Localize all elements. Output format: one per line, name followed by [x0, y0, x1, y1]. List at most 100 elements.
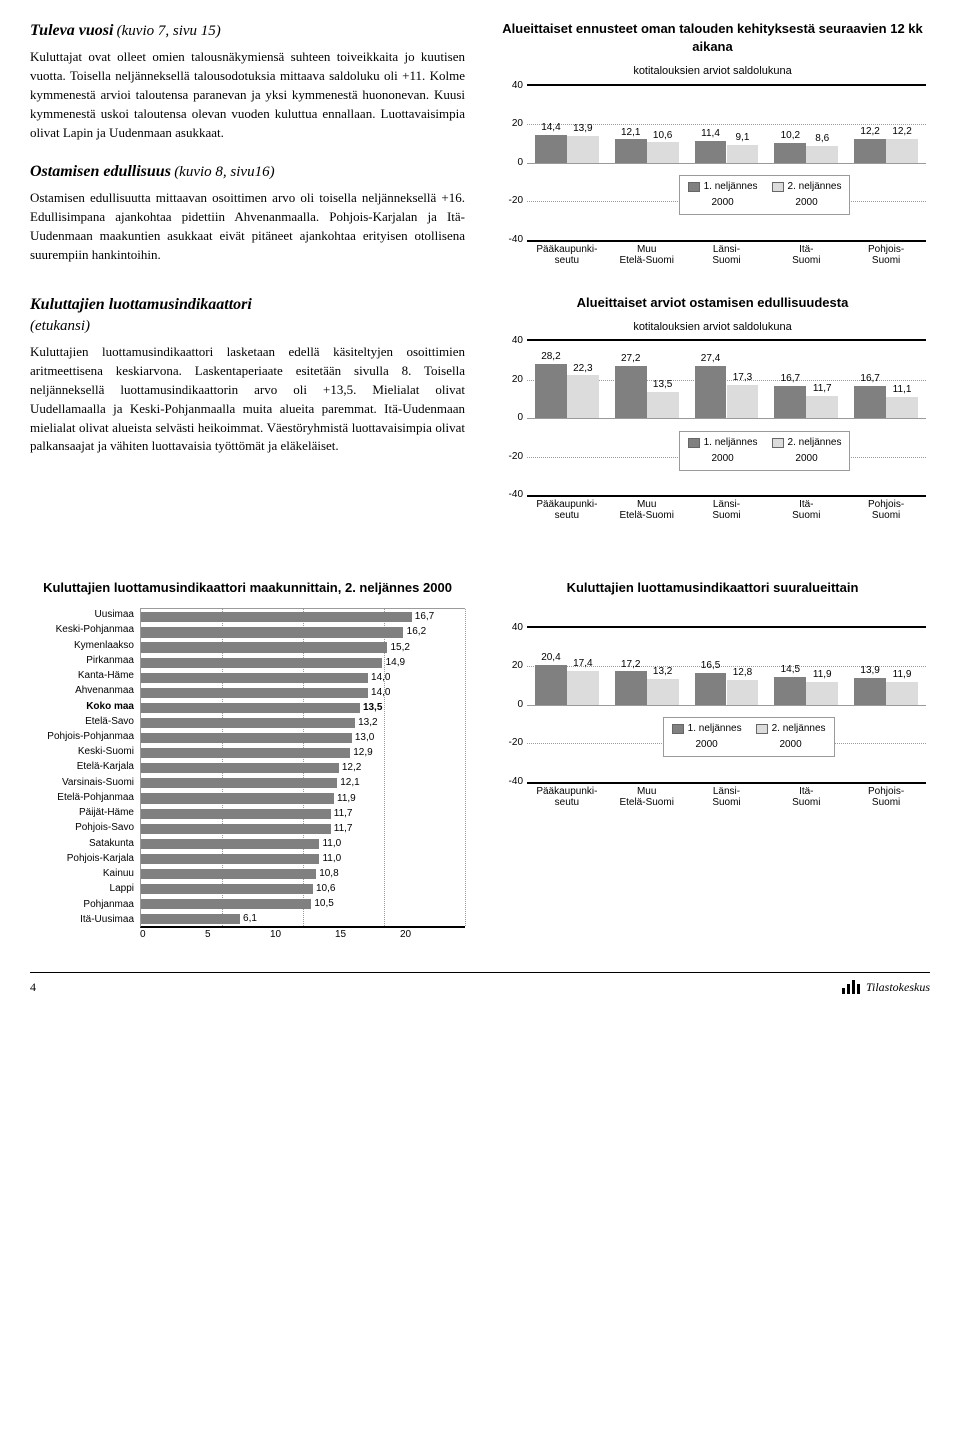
- hbar-value-label: 14,0: [371, 686, 390, 700]
- bar: [806, 682, 838, 705]
- bar: [615, 366, 647, 418]
- legend-label: 2. neljännes: [772, 722, 826, 736]
- section1-ref: (kuvio 7, sivu 15): [117, 23, 221, 39]
- category-label: Pohjois-Suomi: [846, 244, 926, 274]
- bar: [727, 145, 759, 163]
- hbar-category-label: Lappi: [30, 882, 140, 897]
- category-label: Länsi-Suomi: [687, 499, 767, 529]
- legend-label: 1. neljännes: [688, 722, 742, 736]
- ytick: 40: [495, 334, 523, 348]
- hbar-category-label: Keski-Suomi: [30, 745, 140, 760]
- bar-value-label: 11,7: [806, 382, 838, 396]
- hbar-bar: [141, 839, 319, 849]
- hbar-value-label: 10,6: [316, 882, 335, 896]
- hbar-category-label: Keski-Pohjanmaa: [30, 623, 140, 638]
- category-label: Itä-Suomi: [766, 786, 846, 816]
- hbar-value-label: 12,2: [342, 761, 361, 775]
- hbar-category-label: Etelä-Karjala: [30, 760, 140, 775]
- hbar-bar: [141, 763, 339, 773]
- hbar-value-label: 16,2: [407, 625, 426, 639]
- ytick: 0: [495, 698, 523, 712]
- category-label: Pääkaupunki-seutu: [527, 786, 607, 816]
- bar: [806, 146, 838, 163]
- bar-value-label: 12,2: [886, 125, 918, 139]
- hbar-bar: [141, 703, 360, 713]
- hbar-value-label: 6,1: [243, 912, 257, 926]
- section3-body: Kuluttajien luottamusindikaattori lasket…: [30, 343, 465, 456]
- hbar-value-label: 13,0: [355, 731, 374, 745]
- legend-label: 2. neljännes: [788, 436, 842, 450]
- category-label: Länsi-Suomi: [687, 244, 767, 274]
- page-number: 4: [30, 979, 36, 996]
- bar-value-label: 11,1: [886, 383, 918, 397]
- category-label: Pääkaupunki-seutu: [527, 499, 607, 529]
- bar-value-label: 14,5: [774, 663, 806, 677]
- bar-value-label: 11,9: [886, 668, 918, 682]
- bar: [567, 136, 599, 163]
- hbar-value-label: 10,8: [319, 867, 338, 881]
- bar-value-label: 22,3: [567, 362, 599, 376]
- hbar-value-label: 14,9: [386, 656, 405, 670]
- bar: [647, 679, 679, 704]
- hbar-category-label: Varsinais-Suomi: [30, 775, 140, 790]
- bar: [886, 397, 918, 418]
- hbar-category-label: Uusimaa: [30, 608, 140, 623]
- chart1-title: Alueittaiset ennusteet oman talouden keh…: [495, 20, 930, 56]
- bar-value-label: 12,8: [727, 666, 759, 680]
- hbar-bar: [141, 627, 403, 637]
- bar-value-label: 20,4: [535, 651, 567, 665]
- bar: [535, 364, 567, 418]
- chart3: Kuluttajien luottamusindikaattori maakun…: [30, 579, 465, 941]
- hbar-category-label: Kanta-Häme: [30, 668, 140, 683]
- chart2-title: Alueittaiset arviot ostamisen edullisuud…: [495, 294, 930, 312]
- bar-value-label: 8,6: [806, 132, 838, 146]
- bar: [854, 386, 886, 418]
- ytick: -40: [495, 775, 523, 789]
- chart4: -40-200204020,417,417,213,216,512,814,51…: [495, 626, 930, 816]
- hbar-xtick: 5: [205, 928, 270, 942]
- legend-year: 2000: [779, 738, 801, 752]
- hbar-category-label: Pohjanmaa: [30, 897, 140, 912]
- legend-swatch-icon: [772, 438, 784, 448]
- ytick: -20: [495, 194, 523, 208]
- chart-legend: 1. neljännes20002. neljännes2000: [663, 717, 835, 757]
- bar: [886, 139, 918, 162]
- hbar-xtick: 20: [400, 928, 465, 942]
- category-label: Länsi-Suomi: [687, 786, 767, 816]
- tilastokeskus-logo: Tilastokeskus: [842, 979, 930, 996]
- hbar-value-label: 14,0: [371, 671, 390, 685]
- hbar-bar: [141, 688, 368, 698]
- hbar-bar: [141, 869, 316, 879]
- bar-value-label: 13,9: [567, 122, 599, 136]
- ytick: 20: [495, 373, 523, 387]
- brand-name: Tilastokeskus: [866, 979, 930, 996]
- hbar-category-label: Etelä-Savo: [30, 714, 140, 729]
- hbar-value-label: 16,7: [415, 610, 434, 624]
- hbar-bar: [141, 914, 240, 924]
- legend-swatch-icon: [672, 724, 684, 734]
- legend-swatch-icon: [772, 182, 784, 192]
- section1-body: Kuluttajat ovat olleet omien talousnäkym…: [30, 48, 465, 142]
- legend-swatch-icon: [688, 182, 700, 192]
- hbar-bar: [141, 793, 334, 803]
- hbar-category-label: Pohjois-Pohjanmaa: [30, 729, 140, 744]
- bar-value-label: 12,2: [854, 125, 886, 139]
- section3-ref: (etukansi): [30, 318, 90, 334]
- ytick: -20: [495, 450, 523, 464]
- hbar-category-label: Itä-Uusimaa: [30, 912, 140, 927]
- hbar-category-label: Päijät-Häme: [30, 806, 140, 821]
- bar: [567, 375, 599, 418]
- hbar-value-label: 13,5: [363, 701, 382, 715]
- bar: [727, 680, 759, 705]
- hbar-bar: [141, 642, 387, 652]
- bar-value-label: 27,2: [615, 352, 647, 366]
- hbar-bar: [141, 658, 382, 668]
- hbar-value-label: 11,7: [334, 807, 353, 821]
- hbar-category-label: Kymenlaakso: [30, 638, 140, 653]
- chart-legend: 1. neljännes20002. neljännes2000: [679, 431, 851, 471]
- ytick: 0: [495, 411, 523, 425]
- section1-title: Tuleva vuosi: [30, 22, 113, 39]
- category-label: MuuEtelä-Suomi: [607, 786, 687, 816]
- hbar-value-label: 12,1: [340, 776, 359, 790]
- page-footer: 4 Tilastokeskus: [30, 972, 930, 996]
